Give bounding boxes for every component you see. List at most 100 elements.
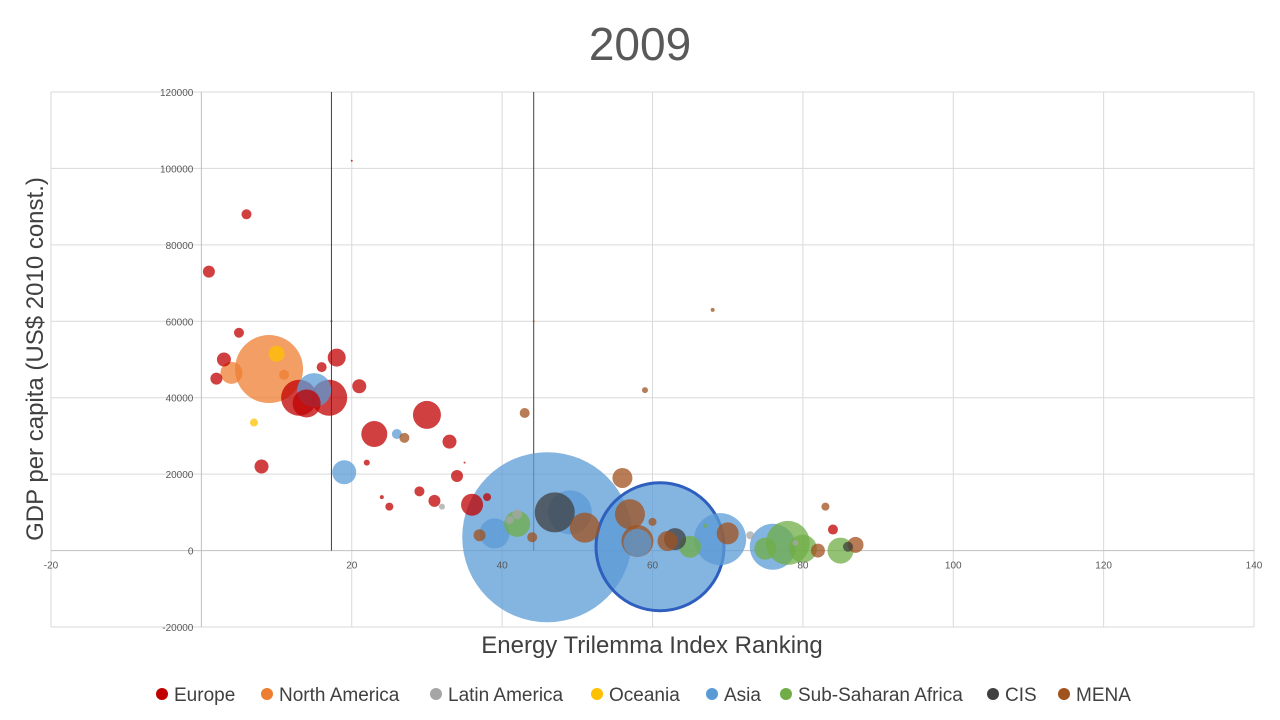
bubble-europe [202,265,215,278]
bubble-europe [385,502,394,511]
bubble-europe [442,434,457,449]
y-tick-label: 40000 [166,394,194,405]
bubble-cis [534,492,575,533]
bubble-north-america [279,369,290,380]
x-tick-label: 100 [945,561,962,572]
bubbles [202,159,864,623]
bubble-mena [716,522,739,545]
bubble-cis [330,320,333,323]
chart-title: 2009 [589,18,691,70]
bubble-mena [569,512,600,543]
bubble-europe [363,459,370,466]
bubble-europe [316,362,327,373]
tick-labels: -20 20 40 60 80 100 120 140 -20000 0 20000 40000 600… [44,88,1263,634]
bubble-asia [391,429,402,440]
bubble-europe [241,209,252,220]
y-tick-label: 80000 [166,241,194,252]
bubble-mena [641,387,648,394]
bubble-mena [519,408,530,418]
bubble-latin-america [746,531,755,540]
bubble-europe [292,389,321,418]
legend: Europe North America Latin America Oceania A… [156,685,1131,706]
bubble-asia [479,518,510,549]
legend-label: Oceania [609,685,680,706]
legend-item: Asia [706,685,761,706]
x-axis-title: Energy Trilemma Index Ranking [481,632,822,659]
bubble-europe [827,524,838,535]
y-tick-label: 60000 [166,317,194,328]
bubble-europe [361,421,388,448]
bubble-europe [327,348,346,367]
legend-marker [261,688,273,700]
legend-marker [430,688,442,700]
legend-marker [706,688,718,700]
bubble-cis [842,541,853,552]
legend-item: Latin America [430,685,564,706]
legend-label: CIS [1005,685,1037,706]
bubble-mena [648,517,657,526]
legend-label: MENA [1076,685,1131,706]
legend-label: Sub-Saharan Africa [798,685,963,706]
bubble-europe [233,327,244,338]
legend-marker [1058,688,1070,700]
legend-item: Sub-Saharan Africa [780,685,963,706]
bubble-mena [710,307,715,312]
legend-label: Europe [174,685,235,706]
bubble-mena [532,320,535,323]
x-tick-label: 80 [797,561,809,572]
bubble-europe [428,494,441,507]
legend-item: North America [261,685,400,706]
x-tick-label: 20 [346,561,358,572]
x-tick-label: 40 [497,561,509,572]
bubble-europe [483,493,492,502]
legend-item: MENA [1058,685,1131,706]
y-tick-label: 0 [188,547,194,558]
bubble-oceania [268,345,285,362]
legend-label: Latin America [448,685,564,706]
bubble-asia [332,460,357,485]
legend-marker [780,688,792,700]
bubble-mena [399,432,410,443]
bubble-europe [379,495,384,500]
bubble-asia [462,452,633,623]
bubble-europe [216,352,231,367]
bubble-latin-america [438,503,445,510]
bubble-mena [810,543,825,558]
bubble-sub-saharan-africa [754,537,777,560]
legend-marker [156,688,168,700]
legend-item: CIS [987,685,1037,706]
bubble-latin-america [792,539,799,546]
bubble-mena [614,499,645,530]
bubble-asia [623,528,652,557]
y-tick-label: 20000 [166,470,194,481]
bubble-europe [463,461,466,464]
y-tick-label: 100000 [160,164,194,175]
bubble-sub-saharan-africa [703,523,708,528]
bubble-mena [657,531,678,552]
bubble-mena [821,502,830,511]
y-tick-label: -20000 [162,623,194,634]
bubble-europe [210,372,223,385]
x-tick-label: -20 [44,561,59,572]
bubble-latin-america [505,516,514,524]
bubble-europe [254,459,269,474]
bubble-north-america [220,361,243,384]
legend-label: Asia [724,685,761,706]
x-tick-label: 140 [1246,561,1263,572]
bubble-latin-america [512,509,523,520]
bubble-europe [451,470,464,483]
bubble-mena [612,467,633,488]
y-axis-title: GDP per capita (US$ 2010 const.) [22,177,49,541]
y-tick-label: 120000 [160,88,194,99]
legend-marker [987,688,999,700]
bubble-mena [527,532,538,543]
bubble-mena [473,529,486,542]
legend-item: Europe [156,685,235,706]
bubble-europe [414,486,425,497]
bubble-oceania [250,418,259,427]
legend-label: North America [279,685,400,706]
bubble-europe [352,379,367,394]
x-tick-label: 60 [647,561,659,572]
x-tick-label: 120 [1095,561,1112,572]
